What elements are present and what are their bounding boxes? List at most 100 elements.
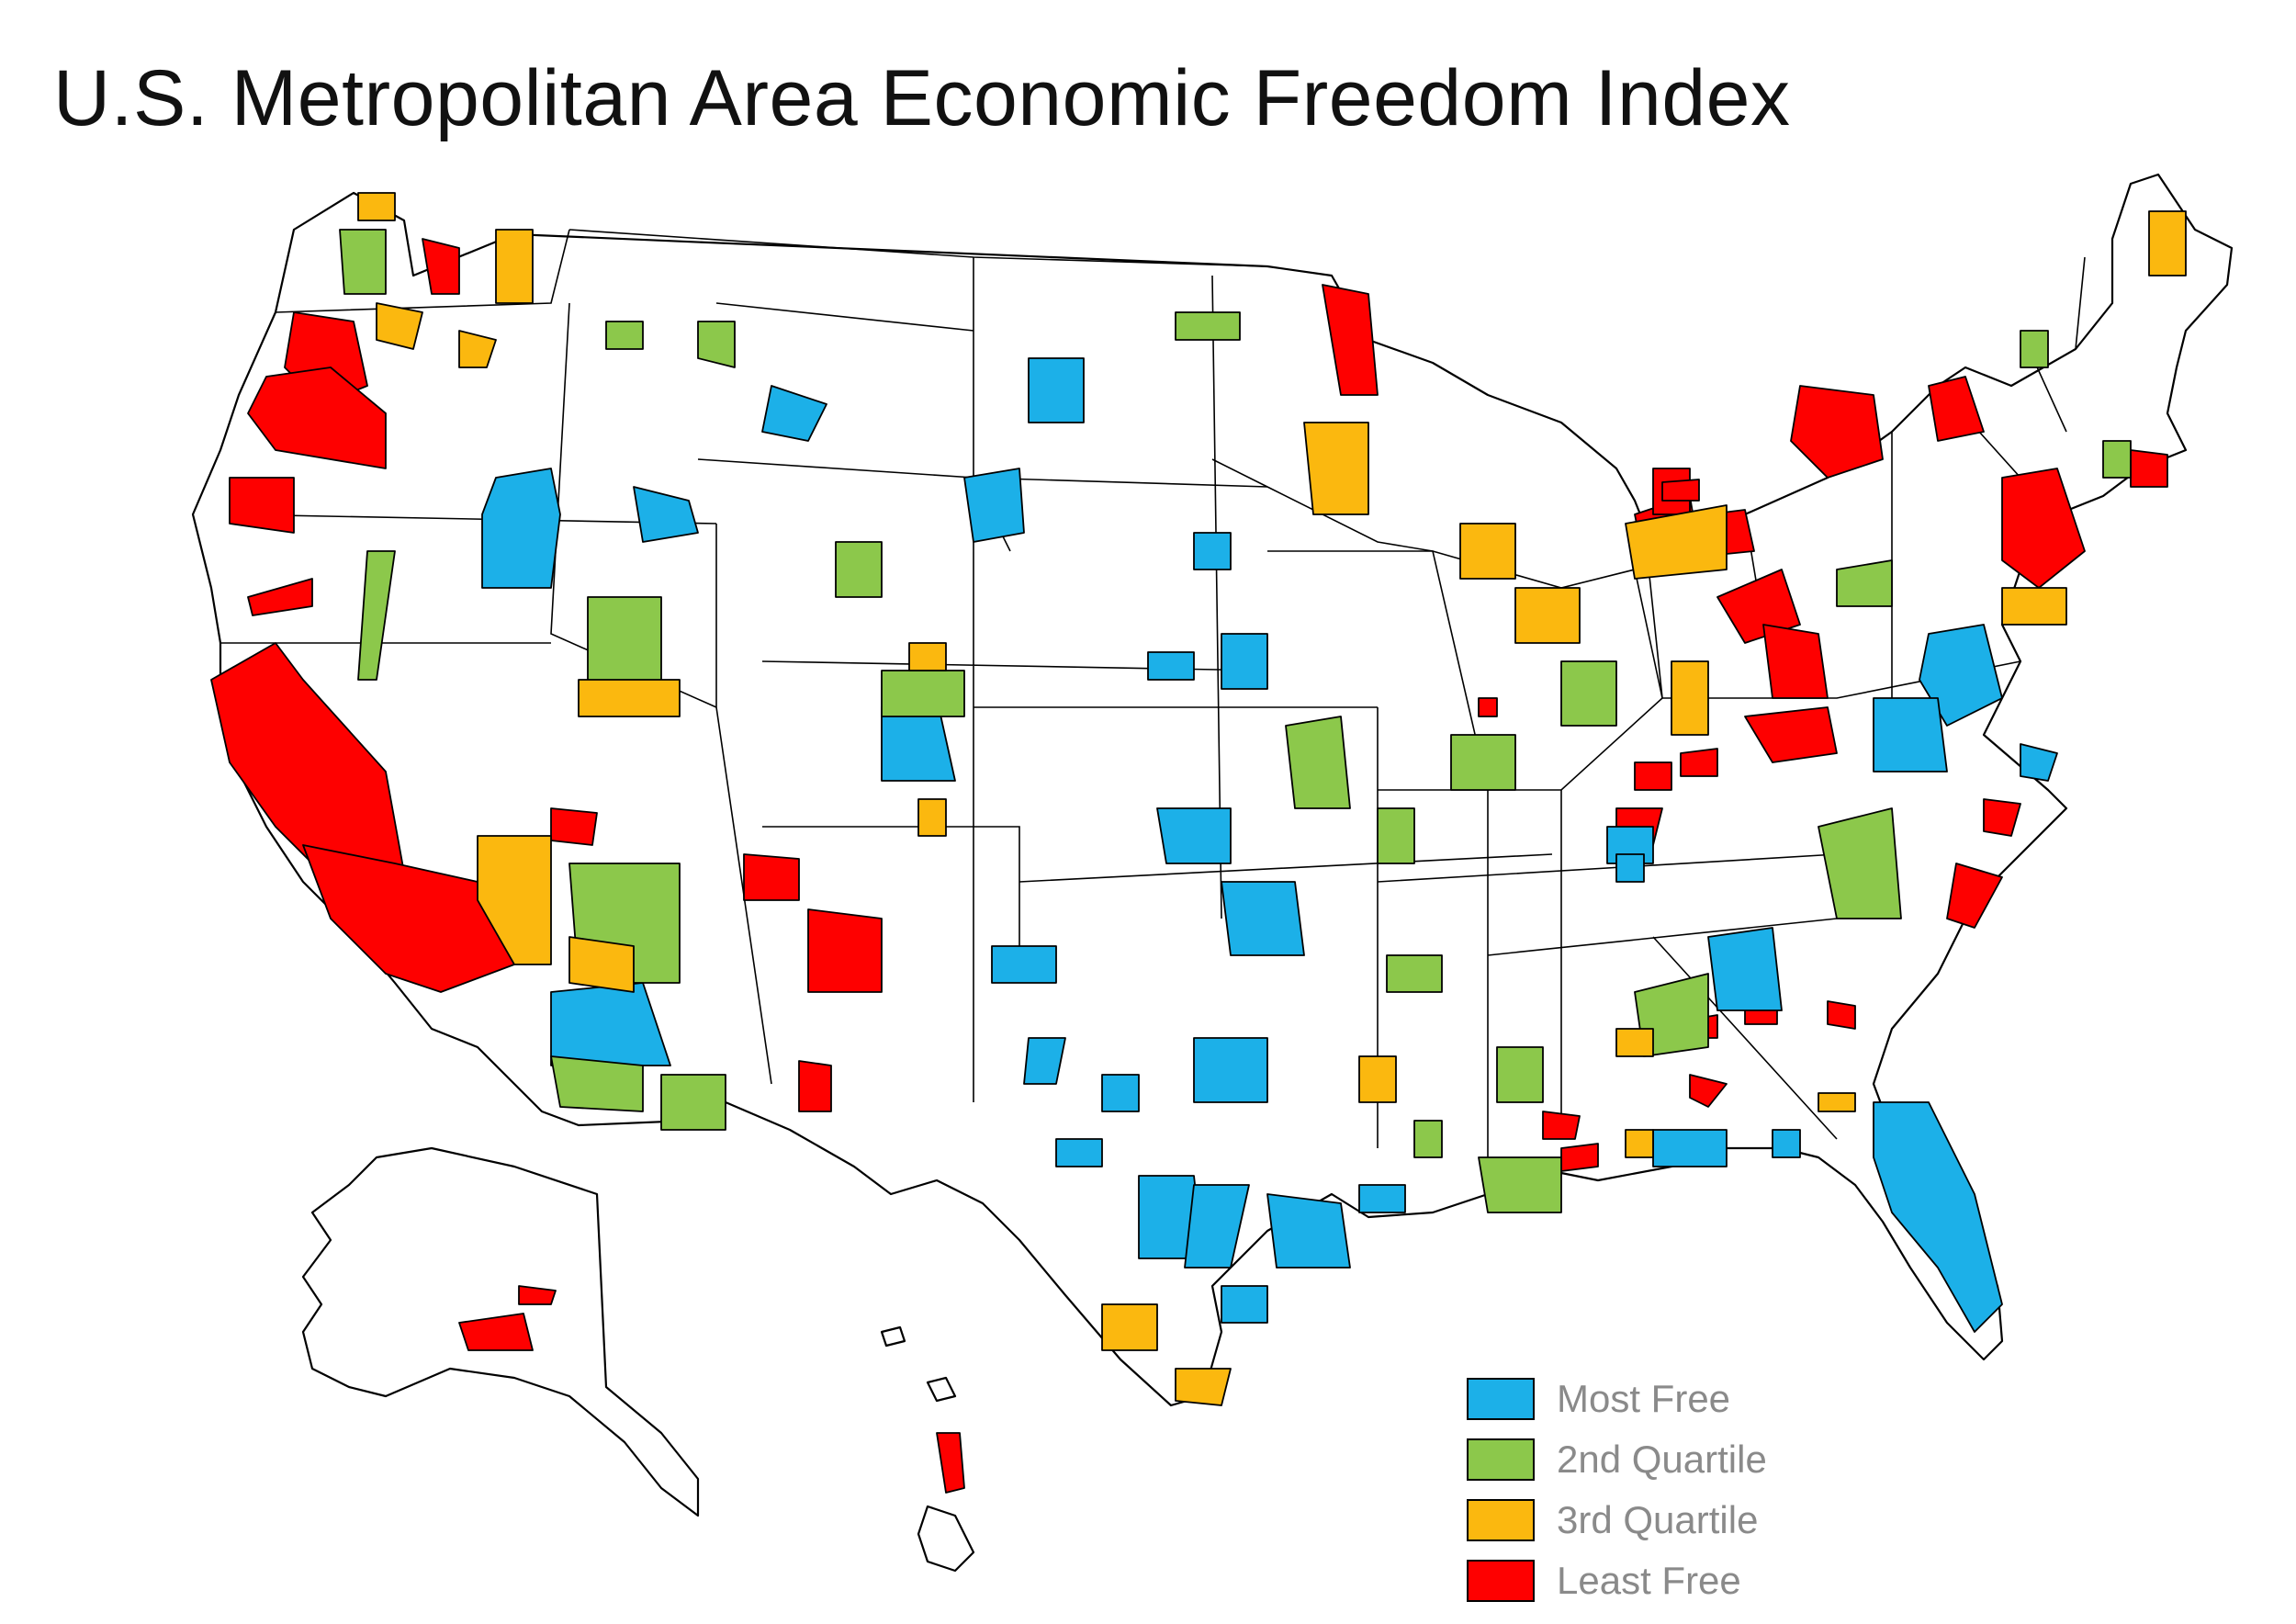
metro-area: [578, 679, 681, 717]
metro-area: [917, 798, 947, 837]
legend-label: 2nd Quartile: [1557, 1438, 1767, 1481]
metro-area: [1184, 1184, 1250, 1269]
metro-area: [518, 1285, 557, 1305]
legend-swatch: [1467, 1560, 1535, 1602]
metro-area: [1542, 1111, 1581, 1140]
metro-area: [1560, 1143, 1599, 1172]
metro-area: [605, 321, 644, 350]
legend-item-2nd-quartile: 2nd Quartile: [1467, 1429, 1767, 1490]
metro-area: [1303, 422, 1369, 515]
most-free-metros: [481, 357, 2058, 1333]
metro-area: [1560, 660, 1617, 727]
legend-item-least-free: Least Free: [1467, 1551, 1767, 1611]
metro-area: [1101, 1303, 1158, 1351]
metro-area: [1818, 807, 1902, 919]
legend-item-most-free: Most Free: [1467, 1369, 1767, 1429]
metro-area: [1928, 376, 1985, 442]
metro-area: [908, 642, 947, 671]
metro-area: [1946, 863, 2003, 929]
metro-area: [422, 238, 460, 295]
metro-area: [1744, 706, 1838, 763]
metro-area: [2001, 587, 2067, 626]
metro-area: [495, 229, 534, 304]
metro-area: [302, 844, 515, 993]
metro-area: [1193, 532, 1232, 570]
metro-area: [807, 908, 883, 993]
metro-area: [1625, 1129, 1654, 1158]
metro-area: [357, 550, 396, 681]
metro-area: [1156, 807, 1232, 864]
legend-label: Least Free: [1557, 1559, 1741, 1602]
metro-area: [229, 477, 295, 534]
metro-area: [1175, 311, 1241, 341]
metro-area: [568, 936, 635, 993]
metro-area: [1625, 504, 1728, 580]
map-title: U.S. Metropolitan Area Economic Freedom …: [53, 54, 1791, 142]
metro-area: [2020, 330, 2049, 368]
metro-area: [1790, 385, 1884, 479]
metro-area: [1358, 1184, 1406, 1213]
metro-area: [1377, 807, 1415, 864]
metro-area: [1478, 697, 1498, 717]
metro-area: [1634, 761, 1672, 791]
metro-area: [697, 321, 736, 368]
metro-area: [1101, 1074, 1140, 1112]
metro-area: [458, 1313, 534, 1351]
legend-item-3rd-quartile: 3rd Quartile: [1467, 1490, 1767, 1551]
metro-area: [247, 578, 313, 616]
metro-area: [481, 468, 561, 589]
hawaii-outline: [880, 1325, 975, 1573]
metro-area: [1413, 1120, 1443, 1158]
metro-area: [1175, 1368, 1232, 1406]
metro-area: [1827, 1000, 1856, 1030]
metro-area: [1459, 523, 1516, 580]
legend-label: Most Free: [1557, 1377, 1731, 1420]
metro-area: [1818, 1092, 1856, 1112]
metro-area: [1023, 1037, 1066, 1085]
legend-swatch: [1467, 1438, 1535, 1481]
metro-area: [1221, 1285, 1268, 1324]
metro-area: [1221, 633, 1268, 690]
metro-area: [1873, 697, 1948, 773]
metro-area: [1661, 479, 1700, 502]
metro-area: [963, 468, 1025, 543]
metro-area: [1615, 853, 1645, 883]
metro-area: [991, 945, 1057, 984]
metro-area: [1716, 569, 1801, 644]
metro-area: [1478, 1156, 1562, 1213]
legend: Most Free 2nd Quartile 3rd Quartile Leas…: [1467, 1369, 1767, 1611]
metro-area: [1221, 881, 1305, 956]
metro-area: [1514, 587, 1581, 644]
metro-area: [1147, 651, 1195, 681]
metro-area: [477, 835, 552, 965]
metro-area: [1680, 748, 1718, 777]
metro-area: [550, 807, 598, 846]
metro-area: [2020, 743, 2058, 782]
metro-area: [1193, 1037, 1268, 1103]
metro-area: [835, 541, 883, 598]
metro-area: [936, 1432, 965, 1494]
metro-area: [1285, 716, 1351, 809]
metro-area: [798, 1060, 832, 1112]
metro-area: [1762, 624, 1829, 699]
metro-area: [1386, 954, 1443, 993]
metro-area: [376, 302, 423, 350]
metro-area: [1055, 1138, 1103, 1167]
least-free-metros: [210, 238, 2168, 1172]
metro-area: [2148, 210, 2187, 276]
metro-area: [1836, 559, 1893, 607]
metro-area: [1919, 624, 2003, 727]
metro-area: [1707, 927, 1783, 1011]
metro-area: [357, 192, 396, 221]
metro-area: [1028, 357, 1085, 423]
metro-area: [743, 853, 800, 901]
metro-areas: [210, 192, 2187, 1494]
third-quartile-metros: [357, 192, 2187, 1406]
metro-area: [1358, 1055, 1397, 1103]
metro-area: [1652, 1129, 1728, 1167]
metro-area: [1615, 1028, 1654, 1057]
metro-area: [2001, 468, 2086, 589]
metro-area: [1983, 798, 2021, 837]
metro-area: [1873, 1101, 2003, 1333]
metro-area: [339, 229, 387, 295]
